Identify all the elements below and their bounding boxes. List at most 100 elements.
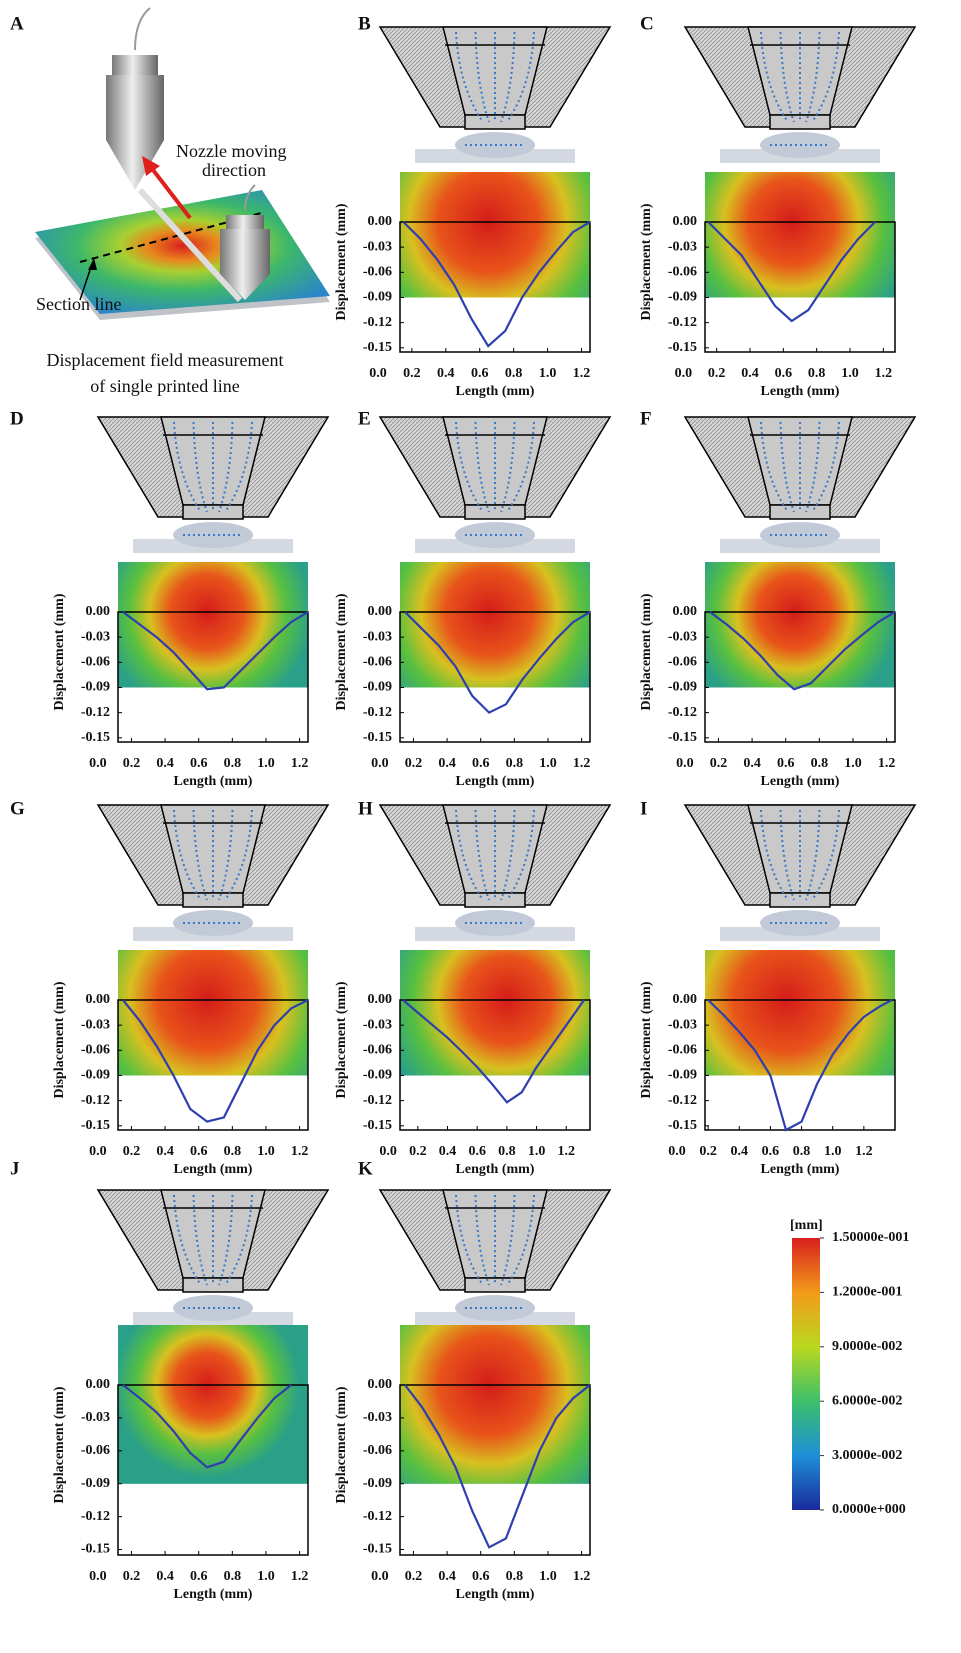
x-axis-label: Length (mm)	[761, 384, 840, 399]
x-tick-label: 0.0	[371, 756, 389, 771]
y-tick-label: 0.00	[368, 1377, 393, 1392]
nozzle-icon	[106, 8, 164, 190]
annotation: Section line	[36, 294, 121, 314]
heatmap	[400, 950, 590, 1075]
x-tick-label: 0.4	[156, 756, 174, 771]
x-tick-label: 1.0	[539, 756, 557, 771]
y-tick-label: -0.06	[668, 265, 697, 280]
y-axis-label: Displacement (mm)	[639, 593, 654, 710]
chart-panel: F0.00-0.03-0.06-0.09-0.12-0.150.00.20.40…	[639, 408, 915, 789]
x-tick-label: 1.0	[824, 1144, 842, 1159]
x-tick-label: 0.2	[409, 1144, 427, 1159]
y-tick-label: -0.09	[363, 1068, 392, 1083]
y-tick-label: -0.15	[363, 340, 392, 355]
y-tick-label: 0.00	[673, 992, 698, 1007]
x-tick-label: 0.4	[743, 756, 761, 771]
x-tick-label: 0.4	[741, 366, 759, 381]
panel-letter: D	[10, 408, 24, 429]
annotation: Nozzle moving	[176, 141, 286, 161]
y-axis-label: Displacement (mm)	[52, 981, 67, 1098]
y-tick-label: -0.09	[81, 1476, 110, 1491]
x-axis-label: Length (mm)	[174, 1587, 253, 1602]
figure: A Nozzle moving direction Section line D…	[0, 0, 961, 1653]
y-tick-label: 0.00	[673, 214, 698, 229]
y-tick-label: -0.03	[363, 1410, 392, 1425]
x-tick-label: 0.6	[471, 366, 489, 381]
heatmap	[400, 562, 590, 687]
x-tick-label: 1.2	[875, 366, 893, 381]
nozzle-tip	[183, 1278, 243, 1292]
x-tick-label: 1.0	[257, 756, 275, 771]
x-tick-label: 0.6	[762, 1144, 780, 1159]
y-tick-label: -0.12	[668, 1093, 697, 1108]
nozzle-tip	[465, 115, 525, 129]
x-tick-label: 0.0	[89, 1569, 107, 1584]
x-tick-label: 0.8	[793, 1144, 811, 1159]
colorbar-label: 1.50000e-001	[832, 1230, 909, 1245]
y-tick-label: -0.06	[363, 1443, 392, 1458]
x-tick-label: 0.8	[224, 756, 242, 771]
y-tick-label: -0.03	[668, 1017, 697, 1032]
x-tick-label: 0.4	[439, 1144, 457, 1159]
x-tick-label: 1.2	[573, 366, 591, 381]
y-tick-label: -0.03	[81, 1017, 110, 1032]
y-tick-label: -0.12	[668, 705, 697, 720]
y-tick-label: -0.12	[363, 705, 392, 720]
chart-panel: H0.00-0.03-0.06-0.09-0.12-0.150.00.20.40…	[334, 798, 610, 1177]
x-tick-label: 0.4	[156, 1569, 174, 1584]
y-tick-label: -0.12	[363, 1509, 392, 1524]
x-tick-label: 0.8	[224, 1569, 242, 1584]
y-tick-label: -0.09	[363, 290, 392, 305]
y-tick-label: -0.15	[81, 730, 110, 745]
nozzle-tip	[465, 893, 525, 907]
colorbar-title: [mm]	[790, 1218, 823, 1233]
nozzle-tip	[183, 505, 243, 519]
colorbar-scale	[792, 1238, 820, 1510]
x-tick-label: 1.2	[573, 756, 591, 771]
y-tick-label: -0.12	[363, 1093, 392, 1108]
x-tick-label: 0.2	[405, 1569, 423, 1584]
y-tick-label: -0.09	[363, 680, 392, 695]
colorbar: [mm] 1.50000e-0011.2000e-0019.0000e-0026…	[790, 1218, 909, 1517]
x-tick-label: 0.0	[379, 1144, 397, 1159]
panel-letter: H	[358, 798, 373, 819]
y-tick-label: -0.15	[668, 340, 697, 355]
colorbar-label: 1.2000e-001	[832, 1285, 902, 1300]
y-axis-label: Displacement (mm)	[52, 1386, 67, 1503]
y-tick-label: -0.06	[81, 1443, 110, 1458]
x-tick-label: 0.8	[498, 1144, 516, 1159]
x-tick-label: 1.0	[844, 756, 862, 771]
x-tick-label: 0.6	[190, 1569, 208, 1584]
y-axis-label: Displacement (mm)	[639, 981, 654, 1098]
x-tick-label: 0.8	[505, 366, 523, 381]
x-tick-label: 0.2	[123, 756, 141, 771]
chart-panel: C0.00-0.03-0.06-0.09-0.12-0.150.00.20.40…	[639, 13, 915, 399]
y-tick-label: -0.06	[81, 1043, 110, 1058]
colorbar-label: 6.0000e-002	[832, 1393, 902, 1408]
x-tick-label: 0.4	[438, 1569, 456, 1584]
x-tick-label: 0.6	[190, 756, 208, 771]
x-tick-label: 0.0	[668, 1144, 686, 1159]
y-tick-label: 0.00	[673, 604, 698, 619]
panel-letter: B	[358, 13, 371, 34]
x-tick-label: 1.2	[558, 1144, 576, 1159]
panel-letter: I	[640, 798, 647, 819]
y-axis-label: Displacement (mm)	[334, 593, 349, 710]
panel-letter: A	[10, 13, 24, 34]
y-tick-label: -0.15	[81, 1118, 110, 1133]
y-tick-label: -0.09	[668, 290, 697, 305]
x-tick-label: 0.0	[371, 1569, 389, 1584]
y-tick-label: 0.00	[368, 604, 393, 619]
x-tick-label: 1.2	[878, 756, 896, 771]
x-tick-label: 0.8	[811, 756, 829, 771]
x-tick-label: 0.2	[699, 1144, 717, 1159]
x-tick-label: 1.2	[573, 1569, 591, 1584]
y-tick-label: -0.06	[363, 655, 392, 670]
y-tick-label: 0.00	[86, 1377, 111, 1392]
x-tick-label: 0.6	[472, 1569, 490, 1584]
x-axis-label: Length (mm)	[456, 774, 535, 789]
x-tick-label: 1.2	[291, 1569, 309, 1584]
